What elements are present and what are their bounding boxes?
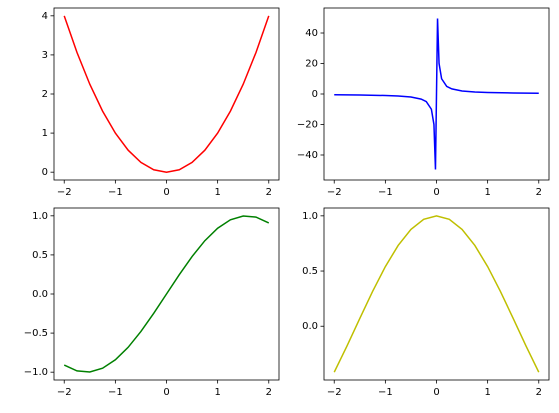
x-tick-label: −1 xyxy=(108,387,123,398)
x-tick-label: 2 xyxy=(536,187,542,198)
x-tick-label: −2 xyxy=(57,387,72,398)
x-tick-label: 0 xyxy=(163,387,169,398)
y-tick-label: 0.0 xyxy=(302,321,318,332)
y-tick-label: −40 xyxy=(297,150,318,161)
x-tick-label: 0 xyxy=(433,387,439,398)
x-tick-label: −2 xyxy=(57,187,72,198)
y-tick-label: −1.0 xyxy=(24,367,48,378)
axes-frame xyxy=(323,207,550,381)
y-tick-label: 1.0 xyxy=(302,211,318,222)
x-tick-label: 1 xyxy=(484,187,490,198)
x-tick-label: 2 xyxy=(266,187,272,198)
data-line xyxy=(334,18,539,170)
y-tick-label: 2 xyxy=(42,89,48,100)
data-line xyxy=(333,215,540,373)
y-tick-label: 3 xyxy=(42,50,48,61)
y-tick-label: 0 xyxy=(42,167,48,178)
y-tick-label: 0 xyxy=(312,89,318,100)
y-tick-label: 1.0 xyxy=(32,211,48,222)
x-tick-label: −1 xyxy=(108,187,123,198)
x-tick-label: 2 xyxy=(266,387,272,398)
x-tick-label: 1 xyxy=(484,387,490,398)
data-line xyxy=(63,215,270,373)
x-tick-label: −2 xyxy=(327,387,342,398)
x-tick-label: 2 xyxy=(536,387,542,398)
axes-frame xyxy=(53,7,280,181)
y-tick-label: 0.5 xyxy=(32,250,48,261)
x-tick-label: −1 xyxy=(378,187,393,198)
y-tick-label: 0.0 xyxy=(32,289,48,300)
x-tick-label: 0 xyxy=(433,187,439,198)
y-tick-label: 1 xyxy=(42,128,48,139)
axes-frame xyxy=(323,7,550,181)
x-tick-label: −1 xyxy=(378,387,393,398)
x-tick-label: 1 xyxy=(214,387,220,398)
y-tick-label: 4 xyxy=(42,11,48,22)
y-tick-label: 20 xyxy=(305,59,318,70)
y-tick-label: 40 xyxy=(305,28,318,39)
x-tick-label: 0 xyxy=(163,187,169,198)
x-tick-label: 1 xyxy=(214,187,220,198)
data-line xyxy=(63,15,270,173)
x-tick-label: −2 xyxy=(327,187,342,198)
axes-frame xyxy=(53,207,280,381)
y-tick-label: −0.5 xyxy=(24,328,48,339)
y-tick-label: −20 xyxy=(297,119,318,130)
y-tick-label: 0.5 xyxy=(302,266,318,277)
